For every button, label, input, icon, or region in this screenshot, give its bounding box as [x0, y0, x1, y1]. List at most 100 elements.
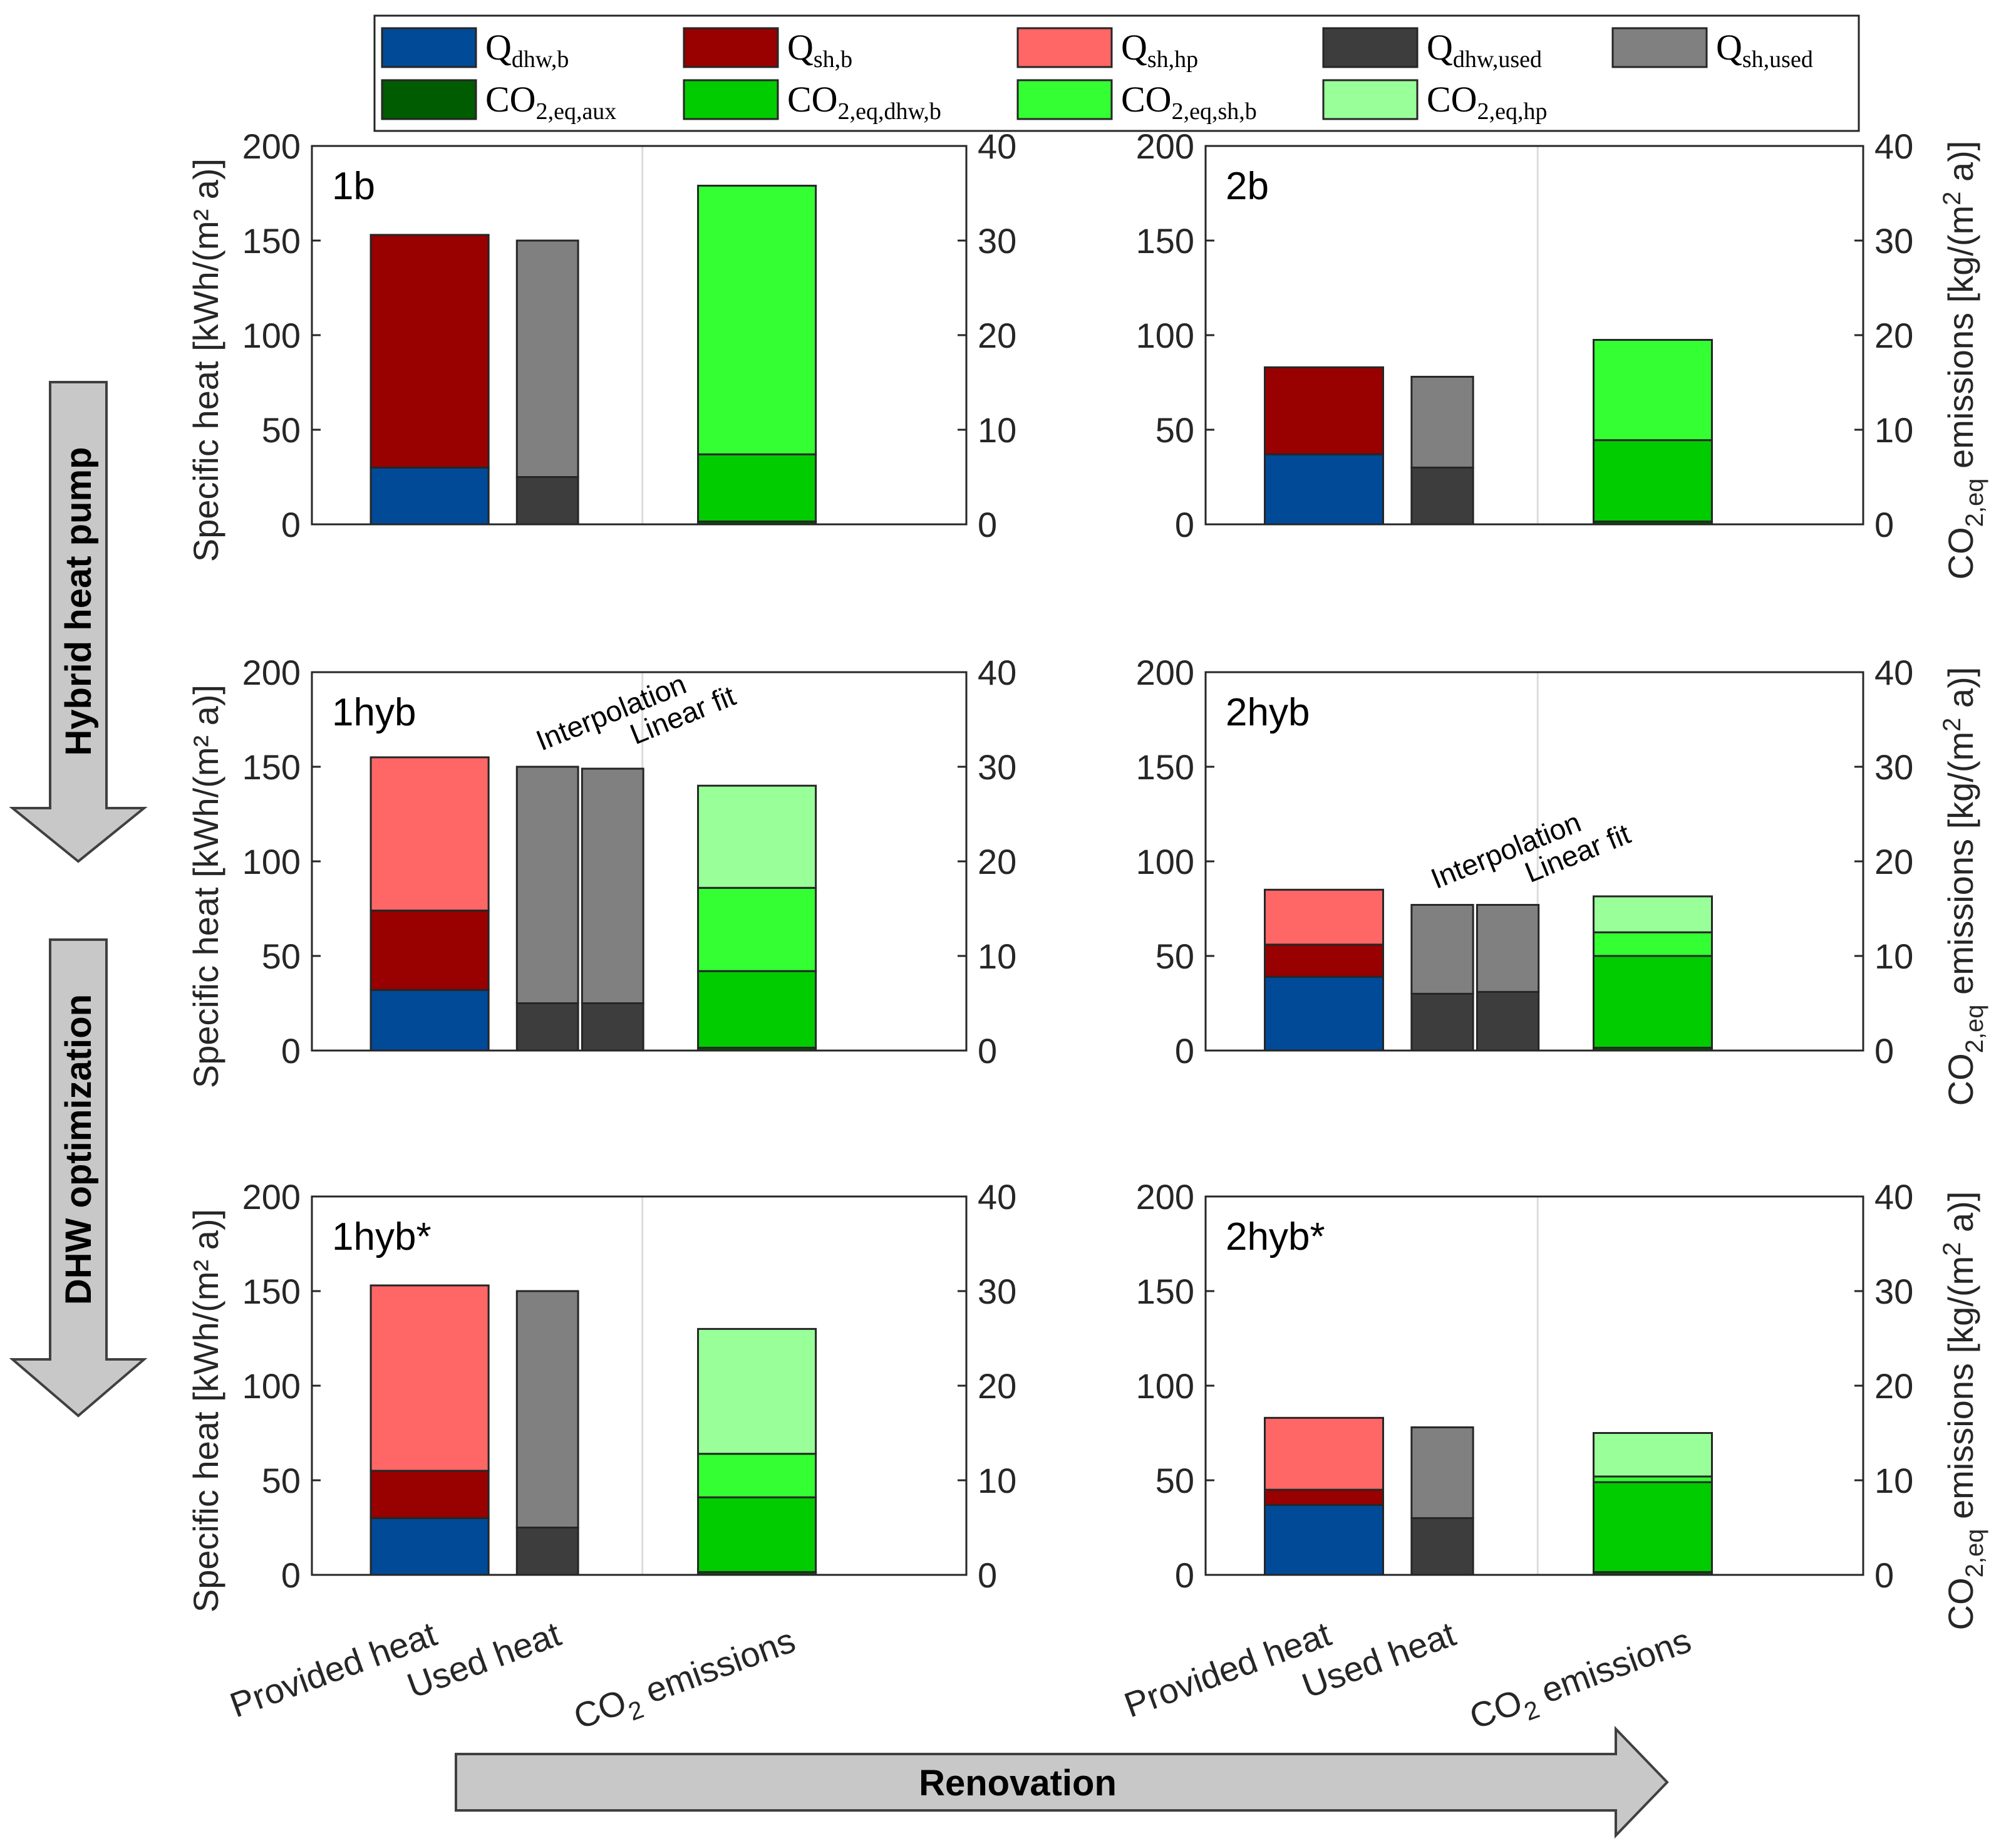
left-tick-label: 100 — [242, 842, 301, 881]
legend-label-qdhwused: Qdhw,used — [1427, 27, 1542, 73]
right-axis-label-part: emissions [kg/(m — [1941, 1256, 1980, 1529]
bar-provided-qdhwb — [1264, 975, 1384, 1052]
bar-used-qdhwused — [515, 476, 579, 526]
bar-provided-qshb — [1264, 1488, 1384, 1506]
plot-border — [311, 145, 968, 526]
bar-co2-co2dhwb — [1593, 955, 1713, 1049]
arrow-hybrid-shape — [9, 381, 148, 863]
x-label-co2: CO2 emissions — [569, 1620, 803, 1744]
left-tick-label: 50 — [262, 937, 301, 976]
left-tick-label: 50 — [1155, 937, 1194, 976]
legend-label-co2hp: CO2,eq,hp — [1427, 79, 1547, 125]
plot-border — [1204, 145, 1864, 526]
left-tick-label: 150 — [1136, 221, 1194, 261]
x-label-co2-part: CO — [1464, 1681, 1527, 1736]
legend-label-sub: 2,eq,hp — [1477, 98, 1548, 125]
bar-used-qdhwused — [515, 1527, 579, 1576]
legend-label-main: CO — [1427, 79, 1477, 120]
right-tick-label: 20 — [1874, 1366, 1913, 1406]
x-label-co2-part: emissions — [1527, 1620, 1696, 1714]
legend-swatch-qshhp — [1016, 27, 1113, 68]
bar-used-qshused — [1476, 903, 1540, 993]
panel-label: 2hyb* — [1226, 1215, 1325, 1259]
bar-used-qshused — [515, 766, 579, 1004]
plot-border — [1204, 1195, 1864, 1576]
left-tick-label: 0 — [1175, 505, 1194, 544]
right-axis-label-part: a)] — [1941, 141, 1980, 192]
bar-provided-qdhwb — [1264, 1503, 1384, 1576]
bar-used-qshused — [515, 239, 579, 478]
arrow-dhw-shape — [9, 938, 148, 1418]
right-tick-label: 40 — [1874, 653, 1913, 692]
bar-co2-co2shb — [697, 886, 817, 972]
legend-label-sub: sh,b — [814, 46, 852, 73]
legend-label-main: Q — [1716, 27, 1742, 68]
left-tick-label: 150 — [242, 221, 301, 261]
bar-provided-qshb — [1264, 366, 1384, 455]
right-axis-label-part: 2 — [1938, 1242, 1966, 1256]
left-tick-label: 50 — [262, 1461, 301, 1500]
bar-used-qshused — [581, 767, 644, 1005]
legend-label-sub: 2,eq,sh,b — [1172, 98, 1257, 125]
legend-swatch-qdhwb — [381, 27, 477, 68]
right-tick-label: 20 — [978, 842, 1016, 881]
right-tick-label: 30 — [1874, 747, 1913, 787]
right-tick-label: 10 — [978, 1461, 1016, 1500]
right-tick-label: 10 — [1874, 1461, 1913, 1500]
panel-label: 2b — [1226, 165, 1269, 208]
bar-co2-co2dhwb — [1593, 439, 1713, 522]
legend-swatch-co2hp — [1322, 79, 1419, 120]
right-tick-label: 30 — [978, 1272, 1016, 1311]
left-tick-label: 100 — [1136, 842, 1194, 881]
panel-2hyb: 0501001502000102030402hybInterpolationLi… — [1136, 653, 1988, 1106]
panel-1b: 0 50 100 150 200 0 10 20 30 40 1b Specific heat [kW… — [186, 127, 1016, 562]
x-label-co2: CO2 emissions — [1464, 1620, 1698, 1744]
x-label-co2-part: CO — [569, 1681, 631, 1736]
bar-provided-qshhp — [1264, 888, 1384, 946]
left-tick-label: 150 — [242, 1272, 301, 1311]
right-axis-label-part: CO — [1941, 527, 1980, 579]
bar-co2-co2hp — [1593, 895, 1713, 933]
right-axis-label-part: CO — [1941, 1577, 1980, 1630]
plot-border — [311, 1195, 968, 1576]
legend-label-main: Q — [1121, 27, 1147, 68]
right-tick-label: 40 — [978, 1177, 1016, 1217]
right-tick-label: 40 — [1874, 127, 1913, 166]
bar-provided-qshhp — [370, 1284, 490, 1472]
panel-label: 2hyb — [1226, 691, 1310, 734]
right-tick-label: 40 — [978, 127, 1016, 166]
legend-label-main: CO — [787, 79, 838, 120]
legend-label-sub: dhw,b — [512, 46, 569, 73]
bar-provided-qdhwb — [370, 466, 490, 526]
left-tick-label: 100 — [1136, 1366, 1194, 1406]
legend-label-main: Q — [1427, 27, 1453, 68]
legend-label-sub: sh,used — [1742, 46, 1813, 73]
right-axis-label-part: a)] — [1941, 667, 1980, 718]
x-label-co2-part: emissions — [631, 1620, 800, 1714]
vertical-arrow-dhw-optimization: DHW optimization — [9, 938, 148, 1418]
plot-border — [311, 671, 968, 1052]
right-axis-label-part: 2,eq — [1961, 1004, 1988, 1053]
bar-co2-co2shb — [1593, 931, 1713, 957]
legend-label-sub: dhw,used — [1453, 46, 1542, 73]
bar-co2-co2hp — [697, 1327, 817, 1455]
left-tick-label: 0 — [1175, 1555, 1194, 1595]
right-tick-label: 10 — [1874, 937, 1913, 976]
left-tick-label: 200 — [242, 653, 301, 692]
right-tick-label: 0 — [978, 505, 997, 544]
panel-1hyb*: 0 50 100 150 200 0 10 20 30 40 1hyb* Specific heat … — [186, 1177, 1016, 1744]
bar-used-qdhwused — [1410, 466, 1474, 526]
bar-co2-co2shb — [697, 184, 817, 455]
right-axis-label-part: 2,eq — [1961, 478, 1988, 527]
right-tick-label: 20 — [1874, 316, 1913, 355]
left-tick-label: 50 — [1155, 1461, 1194, 1500]
left-tick-label: 100 — [1136, 316, 1194, 355]
right-tick-label: 0 — [978, 1555, 997, 1595]
bar-used-qshused — [1410, 1426, 1474, 1519]
right-axis-label-part: emissions [kg/(m — [1941, 732, 1980, 1005]
vertical-arrow-hybrid-heat-pump: Hybrid heat pump — [9, 381, 148, 863]
left-tick-label: 50 — [1155, 410, 1194, 450]
